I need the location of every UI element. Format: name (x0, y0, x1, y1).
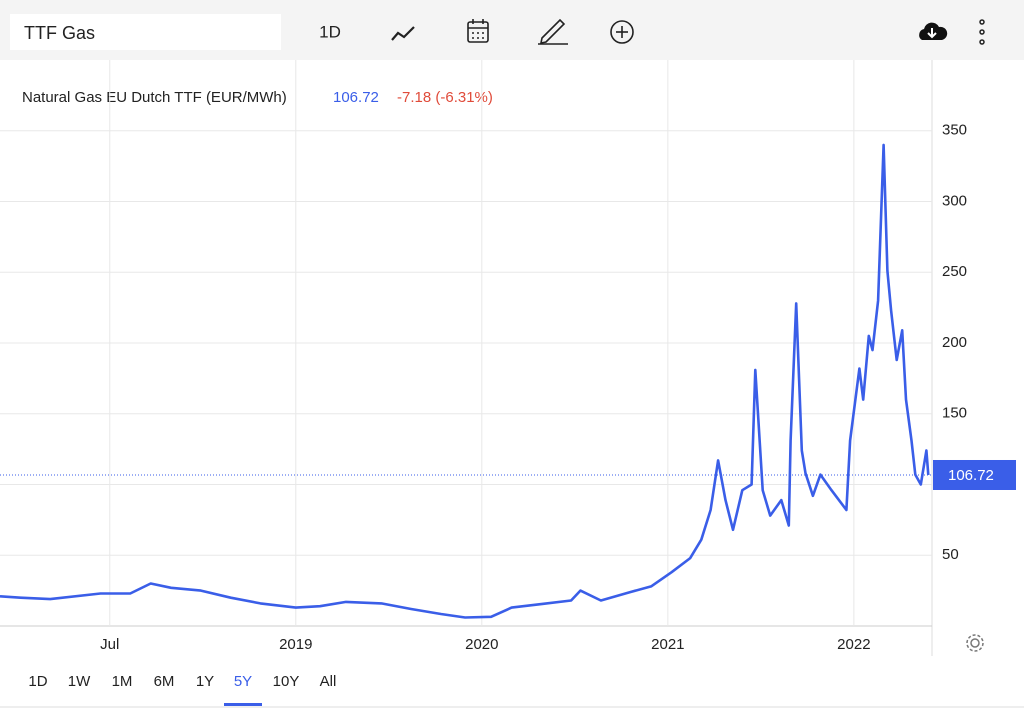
search-box[interactable] (10, 14, 281, 50)
range-button[interactable]: 1W (68, 673, 91, 690)
range-button[interactable]: 1D (28, 673, 47, 690)
y-tick-label: 200 (942, 334, 967, 351)
y-tick-label: 250 (942, 263, 967, 280)
y-tick-label: 150 (942, 405, 967, 422)
compare-icon[interactable] (610, 20, 634, 44)
price-tag-label: 106.72 (948, 467, 994, 484)
menu-icon[interactable] (979, 19, 985, 45)
line-type-icon[interactable] (391, 26, 415, 41)
x-tick-label: 2021 (651, 636, 684, 653)
draw-icon[interactable] (538, 18, 568, 45)
x-tick-label: 2020 (465, 636, 498, 653)
active-range-underline (224, 703, 262, 706)
x-tick-label: 2019 (279, 636, 312, 653)
instrument-name: Natural Gas EU Dutch TTF (EUR/MWh) (22, 89, 287, 106)
price-line (0, 143, 930, 619)
price-tag (933, 459, 1016, 490)
calendar-icon[interactable] (467, 19, 489, 43)
x-tick-label: Jul (100, 636, 119, 653)
range-button[interactable]: 5Y (234, 673, 252, 690)
y-tick-label: 50 (942, 546, 959, 563)
interval-button[interactable]: 1D (319, 22, 341, 41)
search-text[interactable]: TTF Gas (24, 23, 95, 43)
range-button[interactable]: 1Y (196, 673, 214, 690)
download-icon[interactable] (919, 22, 948, 40)
range-button[interactable]: All (320, 673, 337, 690)
range-button[interactable]: 6M (154, 673, 175, 690)
range-button[interactable]: 10Y (273, 673, 300, 690)
x-tick-label: 2022 (837, 636, 870, 653)
range-button[interactable]: 1M (112, 673, 133, 690)
header-price: 106.72 (333, 89, 379, 106)
y-tick-label: 300 (942, 192, 967, 209)
header-change: -7.18 (-6.31%) (397, 89, 493, 106)
settings-icon[interactable] (966, 634, 984, 652)
y-tick-label: 350 (942, 122, 967, 139)
